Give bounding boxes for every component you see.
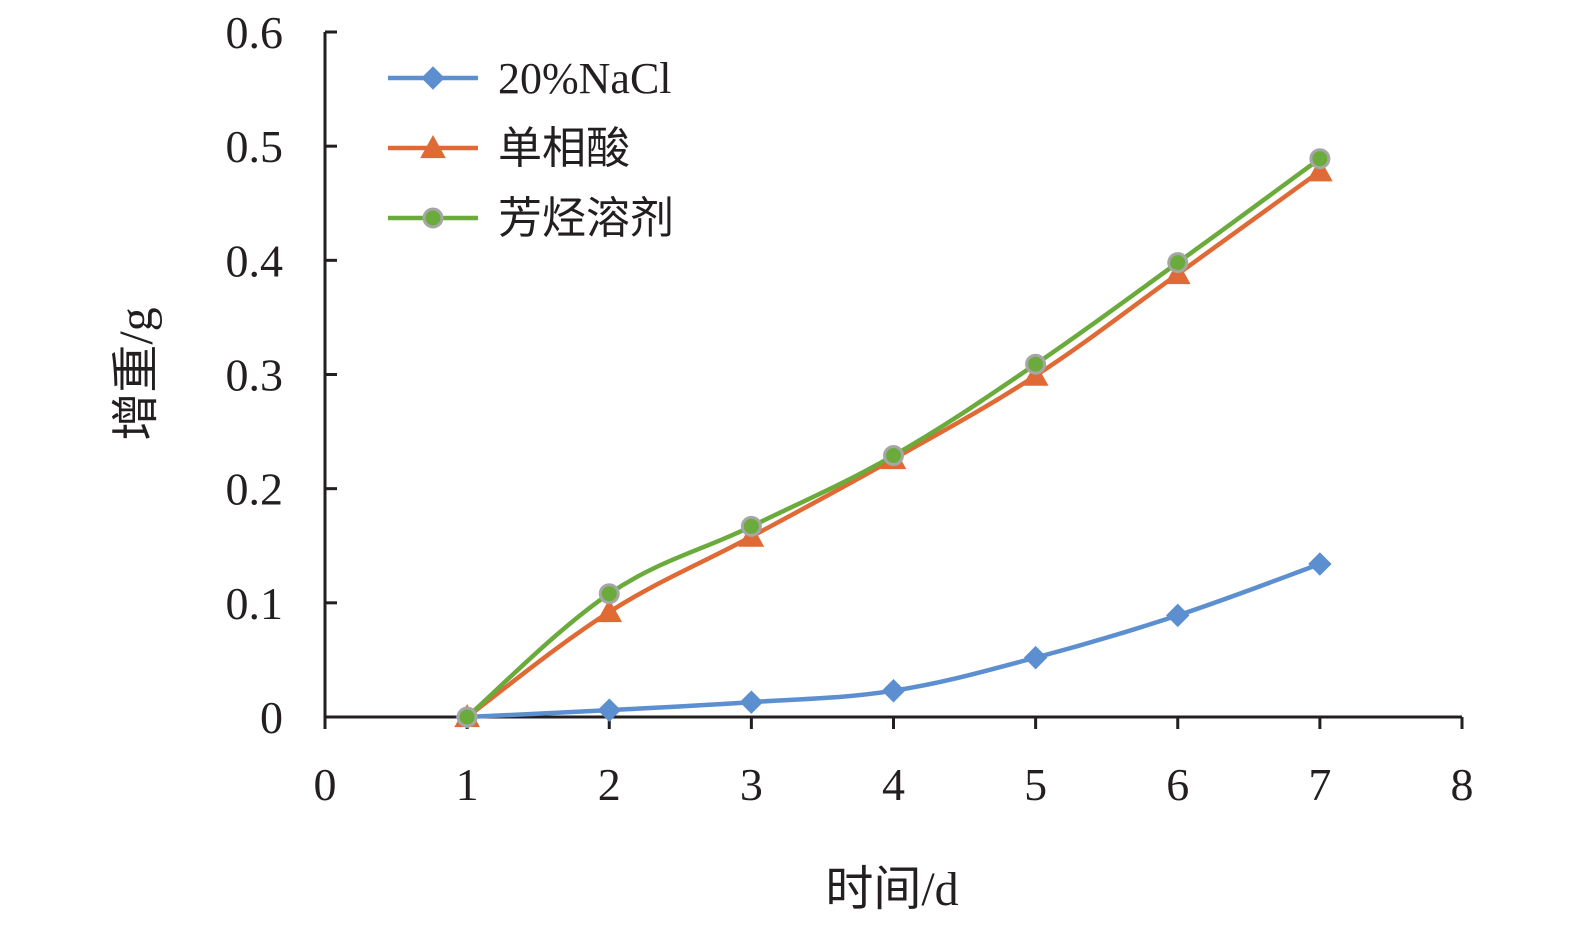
legend-marker xyxy=(421,66,445,90)
legend-label: 20%NaCl xyxy=(498,54,672,103)
y-tick-label: 0.2 xyxy=(226,464,284,515)
legend-marker xyxy=(420,134,446,159)
legend-marker xyxy=(422,207,444,229)
x-tick-label: 0 xyxy=(314,759,337,810)
x-tick-label: 3 xyxy=(740,759,763,810)
y-tick-label: 0.4 xyxy=(226,235,284,286)
data-point xyxy=(1023,645,1048,670)
data-point xyxy=(598,583,620,605)
y-tick-label: 0.6 xyxy=(226,7,284,58)
series-layer xyxy=(454,148,1333,729)
data-point xyxy=(456,706,478,728)
data-point xyxy=(881,679,906,703)
x-tick-label: 2 xyxy=(598,759,621,810)
x-axis-title: 时间/d xyxy=(825,863,958,916)
data-point xyxy=(1166,603,1190,628)
y-axis-title: 增重/g xyxy=(110,307,163,440)
legend-item-2: 单相酸 xyxy=(388,124,630,173)
data-point xyxy=(1307,158,1333,182)
y-tick-label: 0 xyxy=(260,692,283,743)
data-point xyxy=(740,515,762,537)
x-tick-label: 6 xyxy=(1166,759,1189,810)
y-tick-label: 0.3 xyxy=(226,350,284,401)
x-tick-label: 8 xyxy=(1451,759,1474,810)
series-1 xyxy=(455,552,1332,729)
data-point xyxy=(739,690,764,714)
data-point xyxy=(883,445,904,467)
data-point xyxy=(597,698,621,722)
legend-label: 单相酸 xyxy=(498,124,630,173)
x-tick-label: 7 xyxy=(1308,759,1331,810)
data-point xyxy=(1025,353,1047,375)
data-point xyxy=(1308,552,1332,576)
data-point xyxy=(1167,252,1189,274)
legend-item-3: 芳烃溶剂 xyxy=(388,194,674,243)
legend-label: 芳烃溶剂 xyxy=(498,194,674,243)
x-tick-label: 1 xyxy=(456,759,479,810)
y-tick-label: 0.5 xyxy=(226,121,284,172)
axes: 0 0.1 0.2 0.3 0.4 0.5 0.6 0 1 2 3 4 5 6 7 8 xyxy=(226,7,1474,810)
x-tick-label: 5 xyxy=(1024,759,1047,810)
y-tick-label: 0.1 xyxy=(226,578,284,629)
series-3 xyxy=(456,148,1331,728)
data-point xyxy=(596,598,623,623)
x-tick-label: 4 xyxy=(882,759,905,810)
legend-item-1: 20%NaCl xyxy=(388,54,672,103)
data-point xyxy=(1309,148,1331,170)
